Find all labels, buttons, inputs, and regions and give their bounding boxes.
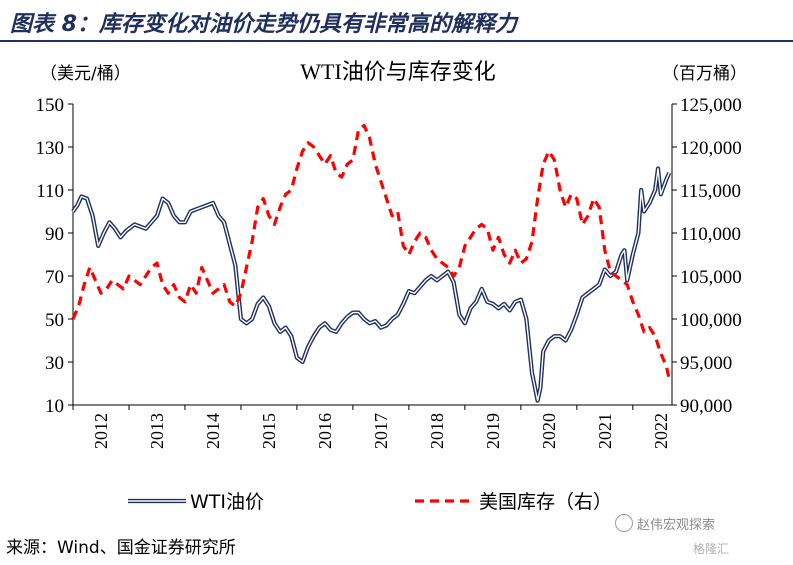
legend-label-inventory: 美国库存（右） [479, 491, 612, 513]
x-tick-label: 2013 [147, 413, 167, 449]
chart-title: WTI油价与库存变化 [300, 59, 496, 84]
axes: 10 30 50 70 90 110 130 150 90,000 95,000 100,000 10… [36, 95, 742, 449]
title-rule [0, 40, 793, 42]
left-tick-label: 70 [45, 267, 64, 288]
right-tick-label: 120,000 [680, 138, 742, 159]
right-axis-unit: （百万桶） [662, 64, 747, 84]
figure-title: 图表 8：库存变化对油价走势仍具有非常高的解释力 [10, 12, 517, 37]
x-tick-label: 2020 [539, 413, 559, 449]
left-tick-label: 150 [36, 95, 65, 116]
legend: WTI油价 美国库存（右） [128, 491, 612, 513]
x-tick-label: 2022 [651, 413, 671, 449]
left-tick-label: 10 [45, 396, 64, 417]
x-tick-label: 2021 [595, 413, 615, 449]
left-tick-label: 110 [36, 181, 64, 202]
left-axis-unit: （美元/桶） [40, 64, 131, 84]
right-tick-label: 90,000 [680, 396, 732, 417]
right-tick-label: 110,000 [680, 224, 741, 245]
series-line-inventory [71, 123, 671, 380]
legend-label-wti: WTI油价 [190, 491, 264, 513]
x-tick-label: 2019 [483, 413, 503, 449]
right-tick-label: 95,000 [680, 353, 732, 374]
series-line-wti-outer [71, 166, 672, 403]
x-tick-label: 2012 [91, 413, 111, 449]
right-tick-label: 105,000 [680, 267, 742, 288]
watermark-secondary: 格隆汇 [693, 542, 730, 556]
left-tick-label: 90 [45, 224, 64, 245]
x-tick-label: 2016 [315, 413, 335, 449]
wechat-logo-icon [615, 514, 633, 532]
right-tick-label: 125,000 [680, 95, 742, 116]
source-note: 来源：Wind、国金证券研究所 [6, 538, 236, 558]
watermark-text: 赵伟宏观探索 [637, 518, 716, 533]
left-tick-label: 130 [36, 138, 65, 159]
right-tick-label: 115,000 [680, 181, 741, 202]
watermark: 赵伟宏观探索 [615, 514, 715, 533]
x-tick-label: 2018 [427, 413, 447, 449]
x-tick-label: 2015 [259, 413, 279, 449]
x-tick-label: 2014 [203, 413, 223, 449]
left-tick-label: 30 [45, 353, 64, 374]
series-lines [71, 123, 672, 403]
series-line-wti-inner [72, 167, 670, 402]
x-tick-label: 2017 [371, 413, 391, 449]
right-tick-label: 100,000 [680, 310, 742, 331]
left-tick-label: 50 [45, 310, 64, 331]
